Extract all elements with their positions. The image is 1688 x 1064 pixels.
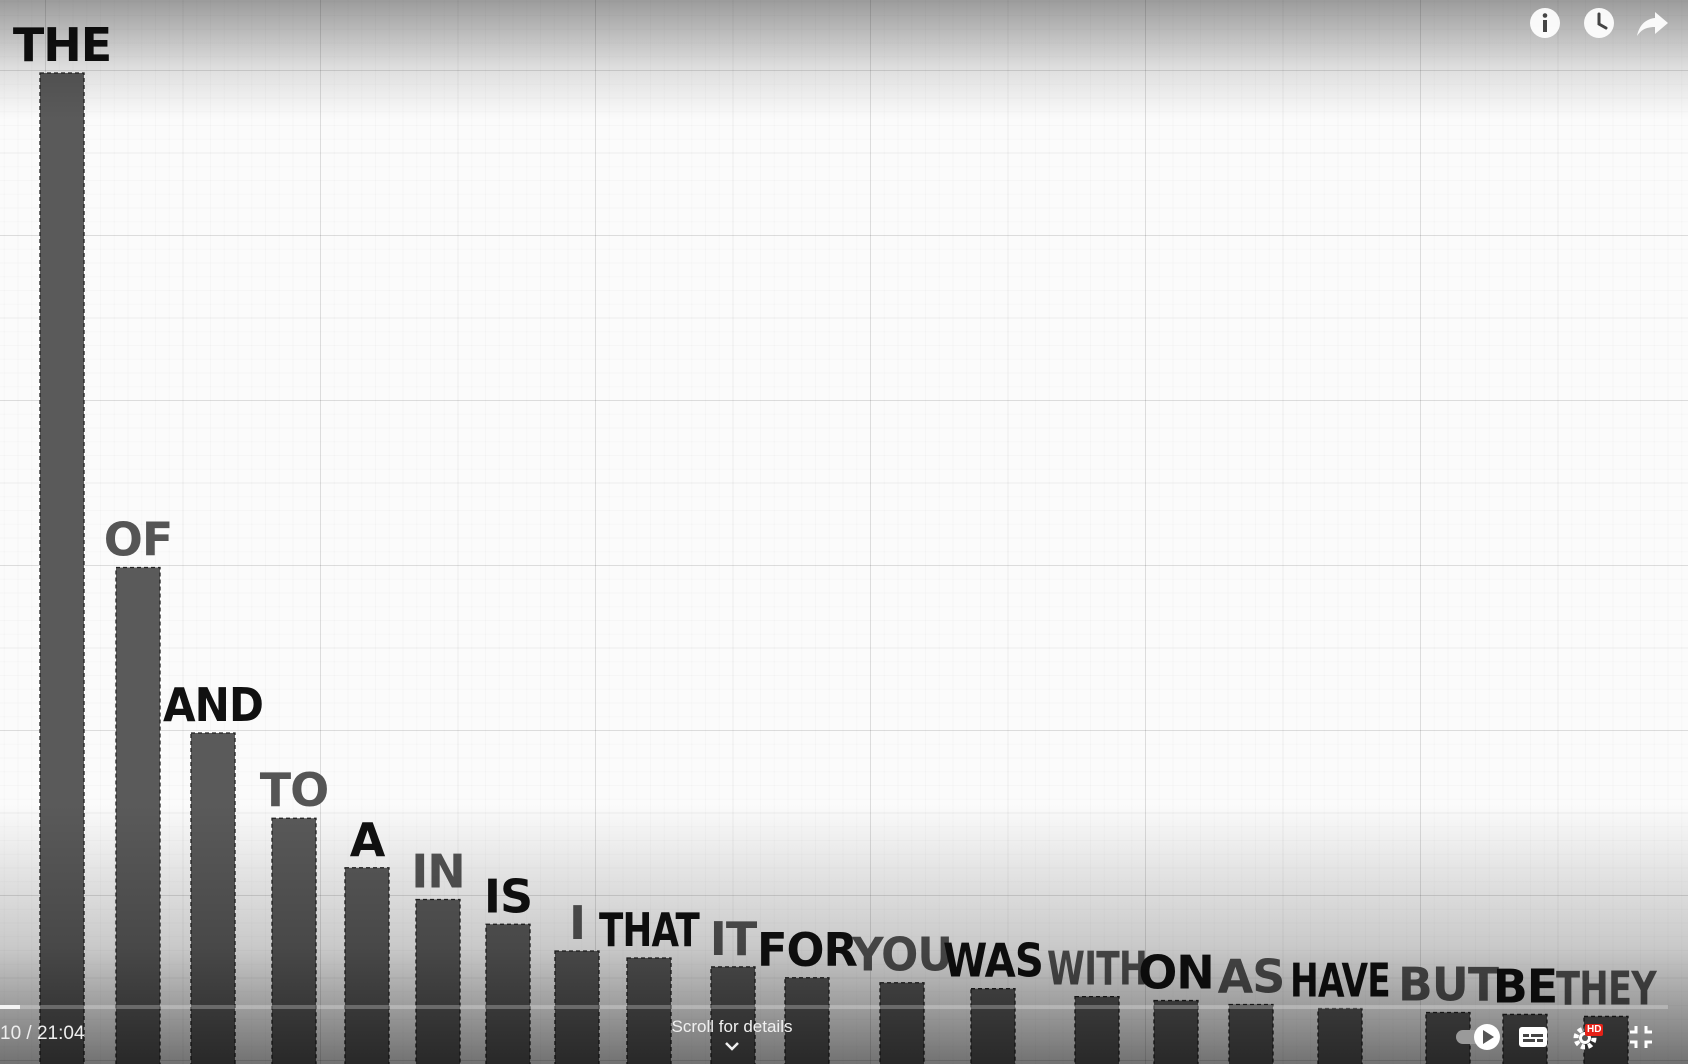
bar-as bbox=[1228, 1003, 1274, 1064]
bar-label-but: BUT bbox=[1398, 957, 1500, 1011]
bar-label-on: ON bbox=[1138, 946, 1214, 1000]
bar-label-the: THE bbox=[13, 18, 111, 72]
bar-label-was: WAS bbox=[943, 934, 1043, 988]
chevron-down-icon[interactable] bbox=[722, 1040, 742, 1054]
bar-in bbox=[415, 898, 461, 1064]
bar-that bbox=[626, 957, 672, 1064]
bar-the bbox=[39, 72, 85, 1064]
bar-label-in: IN bbox=[411, 844, 465, 898]
bar-label-to: TO bbox=[260, 763, 328, 817]
bar-label-of: OF bbox=[104, 513, 173, 567]
progress-played bbox=[0, 1005, 21, 1009]
autoplay-toggle-icon[interactable] bbox=[1452, 1020, 1512, 1054]
bar-is bbox=[485, 923, 531, 1064]
bar-label-have: HAVE bbox=[1290, 954, 1390, 1008]
bar-label-a: A bbox=[350, 813, 386, 867]
bar-label-you: YOU bbox=[851, 928, 952, 982]
bar-label-i: I bbox=[569, 896, 585, 950]
bar-and bbox=[190, 732, 236, 1064]
bar-have bbox=[1317, 1007, 1363, 1064]
exit-fullscreen-icon[interactable] bbox=[1624, 1020, 1658, 1054]
bar-to bbox=[271, 817, 317, 1064]
bar-label-with: WITH bbox=[1047, 942, 1147, 996]
bar-label-as: AS bbox=[1218, 950, 1285, 1004]
captions-icon[interactable] bbox=[1516, 1020, 1550, 1054]
scroll-for-details-label[interactable]: Scroll for details bbox=[671, 1017, 793, 1036]
bar-you bbox=[879, 982, 925, 1064]
share-icon[interactable] bbox=[1634, 4, 1672, 42]
progress-bar[interactable] bbox=[0, 1005, 1668, 1009]
time-display: 10 / 21:04 bbox=[0, 1023, 85, 1044]
bar-of bbox=[115, 566, 161, 1064]
info-icon[interactable] bbox=[1526, 4, 1564, 42]
bar-label-for: FOR bbox=[757, 923, 858, 977]
bar-label-is: IS bbox=[484, 869, 532, 923]
bar-label-and: AND bbox=[163, 678, 263, 732]
bar-a bbox=[344, 867, 390, 1064]
bar-label-it: IT bbox=[710, 912, 758, 966]
hd-badge: HD bbox=[1585, 1024, 1604, 1036]
clock-icon[interactable] bbox=[1580, 4, 1618, 42]
bar-on bbox=[1153, 999, 1199, 1064]
bar-was bbox=[970, 988, 1016, 1064]
bar-label-that: THAT bbox=[599, 903, 700, 957]
